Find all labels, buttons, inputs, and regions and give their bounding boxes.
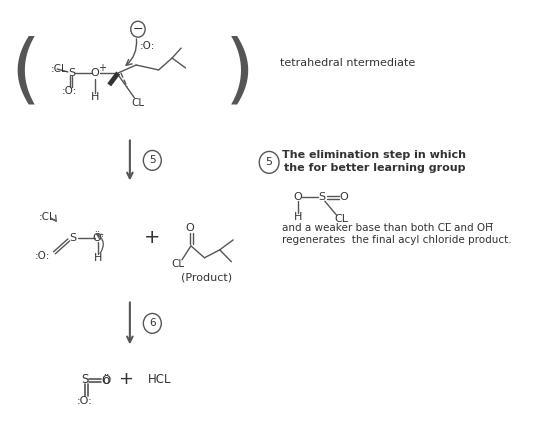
Text: Ö:: Ö: xyxy=(93,233,104,243)
Text: 6: 6 xyxy=(149,319,156,328)
Text: :CL: :CL xyxy=(51,64,68,74)
Text: CL: CL xyxy=(334,214,348,224)
Text: the for better learning group: the for better learning group xyxy=(283,164,465,173)
Text: :O:: :O: xyxy=(35,251,50,261)
Text: +: + xyxy=(118,370,133,388)
Text: (Product): (Product) xyxy=(181,273,232,283)
Text: +: + xyxy=(98,63,106,73)
Text: :O:: :O: xyxy=(77,396,93,406)
Text: regenerates  the final acyl chloride product.: regenerates the final acyl chloride prod… xyxy=(282,235,511,245)
Text: (: ( xyxy=(11,36,41,110)
Text: S: S xyxy=(68,68,75,78)
Text: The elimination step in which: The elimination step in which xyxy=(282,151,466,160)
Text: S: S xyxy=(319,192,326,202)
Text: CL: CL xyxy=(131,98,144,108)
Text: S: S xyxy=(70,233,77,243)
Text: +: + xyxy=(144,228,161,247)
Text: −: − xyxy=(133,23,143,36)
Text: ): ) xyxy=(225,36,254,110)
Text: H: H xyxy=(94,253,103,263)
Text: H: H xyxy=(91,92,99,102)
Text: O: O xyxy=(339,192,348,202)
Text: :CL: :CL xyxy=(39,212,56,222)
Text: CL: CL xyxy=(171,259,184,269)
Text: O: O xyxy=(294,192,302,202)
Text: 5: 5 xyxy=(149,155,156,165)
Text: S: S xyxy=(81,373,89,386)
Text: ö: ö xyxy=(102,374,109,387)
Text: 5: 5 xyxy=(266,157,273,168)
Text: O: O xyxy=(186,223,194,233)
Text: H: H xyxy=(294,212,302,222)
Text: O: O xyxy=(90,68,99,78)
Text: HCL: HCL xyxy=(148,373,171,386)
Text: O: O xyxy=(101,374,110,387)
Text: and a weaker base than both CL̅ and OH̅: and a weaker base than both CL̅ and OH̅ xyxy=(282,223,493,233)
Text: :O:: :O: xyxy=(62,86,77,96)
Text: tetrahedral ntermediate: tetrahedral ntermediate xyxy=(280,58,415,68)
Text: :O:: :O: xyxy=(139,41,155,51)
